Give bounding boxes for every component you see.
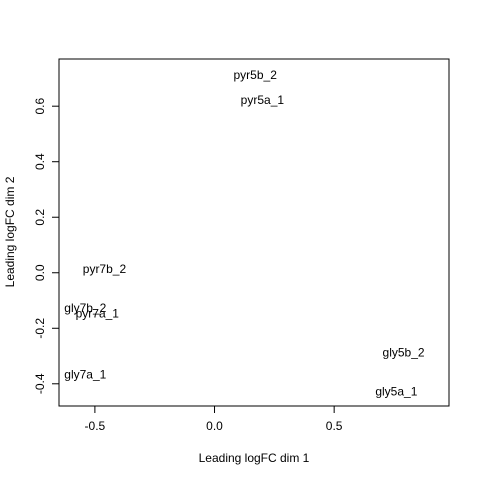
point-label-pyr5a-1: pyr5a_1 xyxy=(241,93,285,107)
y-tick-label: 0.4 xyxy=(33,153,47,170)
y-tick-label: -0.2 xyxy=(33,318,47,339)
x-tick-label: 0.0 xyxy=(206,419,223,433)
y-tick-label: 0.0 xyxy=(33,264,47,281)
point-label-gly7b-2: gly7b_2 xyxy=(64,301,106,315)
point-label-gly5b-2: gly5b_2 xyxy=(383,345,425,359)
point-label-pyr7b-2: pyr7b_2 xyxy=(83,262,127,276)
y-tick-label: 0.2 xyxy=(33,209,47,226)
x-axis: -0.5 0.0 0.5 xyxy=(85,405,343,433)
point-label-gly5a-1: gly5a_1 xyxy=(375,384,417,398)
y-axis: -0.4 -0.2 0.0 0.2 0.4 0.6 xyxy=(33,98,60,394)
x-axis-label: Leading logFC dim 1 xyxy=(199,451,310,465)
y-tick-label: 0.6 xyxy=(33,98,47,115)
x-tick-label: 0.5 xyxy=(326,419,343,433)
x-tick-label: -0.5 xyxy=(85,419,106,433)
point-label-pyr7a-1: pyr7a_1 xyxy=(76,307,120,321)
point-label-gly7a-1: gly7a_1 xyxy=(64,368,106,382)
y-tick-label: -0.4 xyxy=(33,373,47,394)
y-axis-label: Leading logFC dim 2 xyxy=(3,176,17,287)
point-label-pyr5b-2: pyr5b_2 xyxy=(234,68,278,82)
